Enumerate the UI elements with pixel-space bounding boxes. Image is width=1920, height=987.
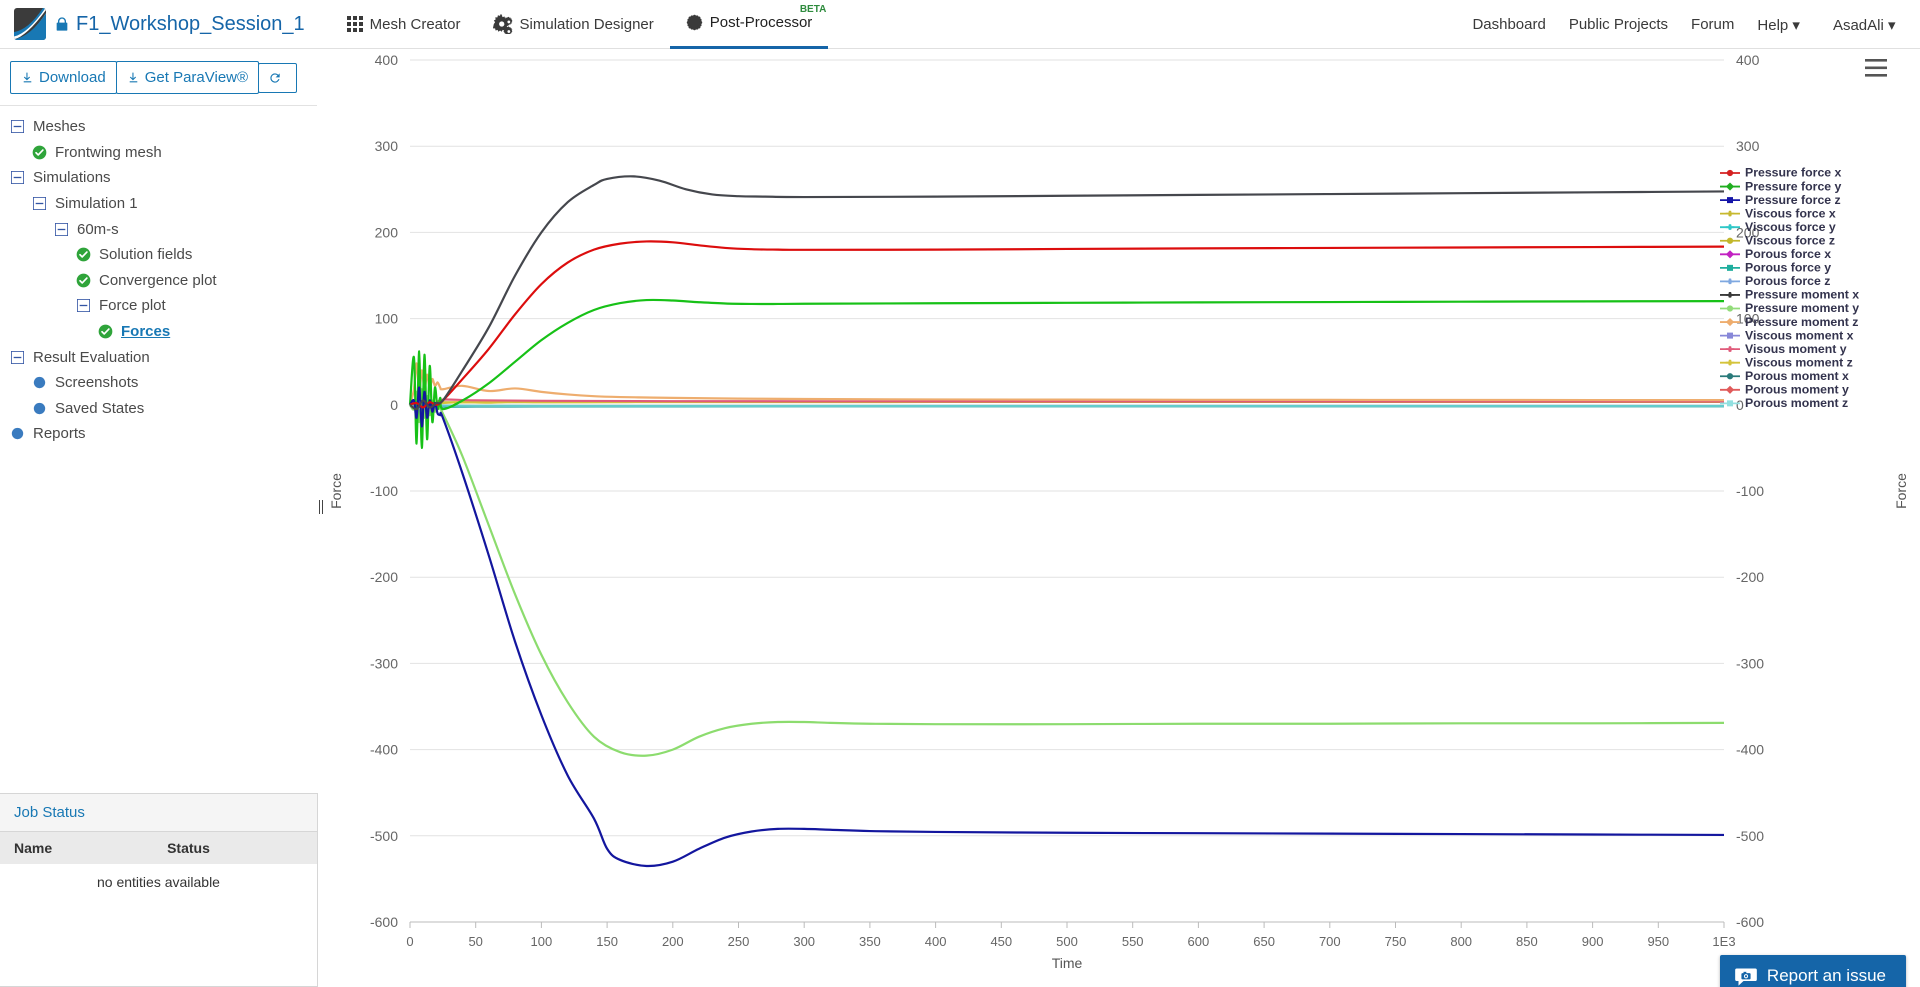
svg-text:-500: -500 (370, 828, 398, 844)
svg-text:100: 100 (531, 934, 553, 949)
svg-text:-400: -400 (370, 742, 398, 758)
svg-text:950: 950 (1647, 934, 1669, 949)
svg-text:100: 100 (375, 311, 399, 327)
svg-text:900: 900 (1582, 934, 1604, 949)
svg-text:750: 750 (1385, 934, 1407, 949)
svg-text:Porous force z: Porous force z (1745, 274, 1830, 288)
svg-text:250: 250 (728, 934, 750, 949)
svg-text:Viscous moment z: Viscous moment z (1745, 355, 1853, 369)
svg-text:Time: Time (1052, 955, 1083, 971)
svg-text:1E3: 1E3 (1712, 934, 1735, 949)
svg-text:-100: -100 (370, 483, 398, 499)
svg-text:Pressure moment x: Pressure moment x (1745, 288, 1859, 302)
svg-text:300: 300 (793, 934, 815, 949)
svg-text:500: 500 (1056, 934, 1078, 949)
svg-text:400: 400 (925, 934, 947, 949)
svg-text:Pressure moment z: Pressure moment z (1745, 315, 1858, 329)
svg-text:200: 200 (375, 224, 399, 240)
svg-text:350: 350 (859, 934, 881, 949)
svg-text:450: 450 (990, 934, 1012, 949)
svg-text:Pressure moment y: Pressure moment y (1745, 301, 1859, 315)
svg-text:0: 0 (390, 397, 398, 413)
svg-text:Force: Force (328, 473, 344, 509)
svg-text:-200: -200 (370, 569, 398, 585)
svg-text:-300: -300 (1736, 655, 1764, 671)
svg-text:600: 600 (1188, 934, 1210, 949)
svg-text:-600: -600 (1736, 914, 1764, 930)
svg-text:150: 150 (596, 934, 618, 949)
svg-text:Pressure force z: Pressure force z (1745, 193, 1841, 207)
svg-text:550: 550 (1122, 934, 1144, 949)
svg-text:Visous moment y: Visous moment y (1745, 342, 1847, 356)
svg-text:Pressure force y: Pressure force y (1745, 179, 1842, 193)
svg-text:Viscous force x: Viscous force x (1745, 206, 1836, 220)
svg-text:-100: -100 (1736, 483, 1764, 499)
svg-text:Porous moment x: Porous moment x (1745, 369, 1849, 383)
svg-text:50: 50 (468, 934, 482, 949)
svg-text:-200: -200 (1736, 569, 1764, 585)
svg-text:Porous force x: Porous force x (1745, 247, 1831, 261)
svg-text:400: 400 (1736, 52, 1760, 68)
svg-text:300: 300 (1736, 138, 1760, 154)
svg-text:-400: -400 (1736, 742, 1764, 758)
svg-text:-300: -300 (370, 655, 398, 671)
svg-text:-600: -600 (370, 914, 398, 930)
svg-text:Porous force y: Porous force y (1745, 261, 1831, 275)
svg-text:650: 650 (1253, 934, 1275, 949)
svg-text:700: 700 (1319, 934, 1341, 949)
svg-text:400: 400 (375, 52, 399, 68)
svg-text:Force: Force (1893, 473, 1909, 509)
svg-text:300: 300 (375, 138, 399, 154)
svg-text:Pressure force x: Pressure force x (1745, 167, 1842, 180)
svg-text:Porous moment y: Porous moment y (1745, 383, 1849, 397)
svg-text:Viscous force z: Viscous force z (1745, 233, 1835, 247)
svg-text:Viscous moment x: Viscous moment x (1745, 328, 1854, 342)
svg-text:Viscous force y: Viscous force y (1745, 220, 1836, 234)
svg-text:800: 800 (1450, 934, 1472, 949)
svg-text:200: 200 (662, 934, 684, 949)
svg-text:Porous moment z: Porous moment z (1745, 396, 1848, 410)
svg-text:0: 0 (406, 934, 413, 949)
svg-text:850: 850 (1516, 934, 1538, 949)
svg-text:-500: -500 (1736, 828, 1764, 844)
